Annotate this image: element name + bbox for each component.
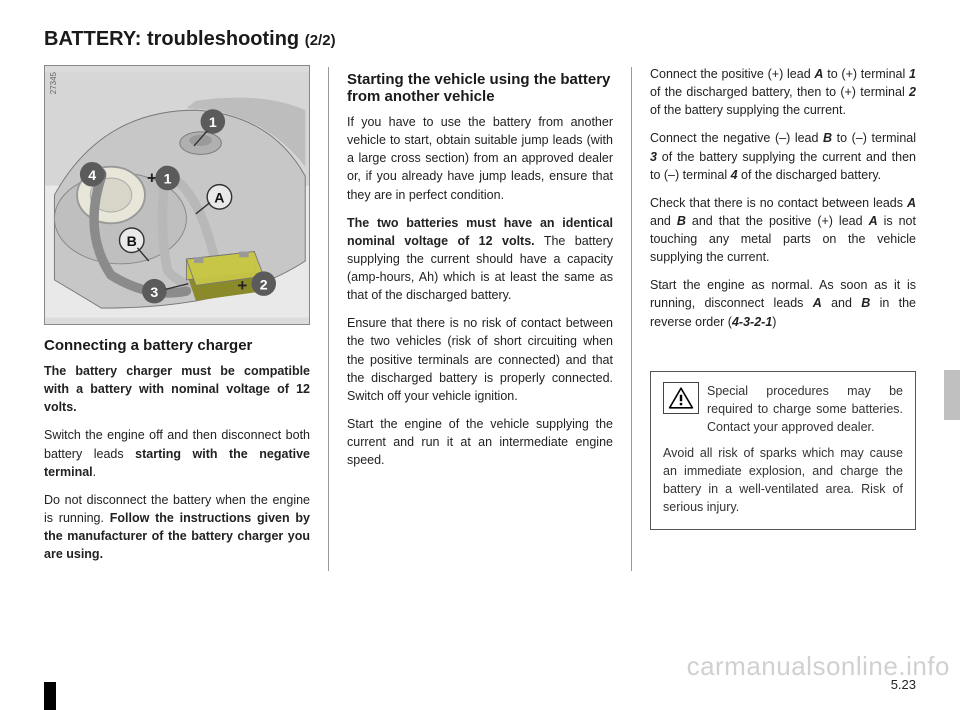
svg-text:2: 2 (260, 276, 268, 292)
col1-heading: Connecting a battery charger (44, 337, 310, 354)
column-1: 27345 (44, 65, 310, 573)
diagram-svg: + + 1 4 1 A B 3 2 (45, 66, 309, 324)
col3-p2: Connect the negative (–) lead B to (–) t… (650, 129, 916, 183)
svg-text:B: B (127, 233, 137, 249)
col1-p3: Do not disconnect the battery when the e… (44, 491, 310, 564)
callout-p1: Special procedures may be required to ch… (707, 382, 903, 436)
warning-callout: Special procedures may be required to ch… (650, 371, 916, 530)
col2-p1: If you have to use the battery from anot… (347, 113, 613, 204)
col2-p2: The two batteries must have an identical… (347, 214, 613, 305)
col3-p1: Connect the positive (+) lead A to (+) t… (650, 65, 916, 119)
page-number: 5.23 (891, 677, 916, 692)
column-separator-1 (328, 67, 329, 571)
svg-text:1: 1 (209, 114, 217, 130)
col2-p4: Start the engine of the vehicle supplyin… (347, 415, 613, 469)
column-separator-2 (631, 67, 632, 571)
svg-text:1: 1 (164, 171, 172, 187)
title-sub: (2/2) (305, 32, 336, 49)
title-main: BATTERY: troubleshooting (44, 28, 299, 50)
warning-icon (663, 382, 699, 414)
col1-p1: The battery charger must be compatible w… (44, 362, 310, 416)
column-3: Connect the positive (+) lead A to (+) t… (650, 65, 916, 573)
svg-text:4: 4 (88, 167, 96, 183)
svg-text:3: 3 (150, 284, 158, 300)
battery-diagram: 27345 (44, 65, 310, 325)
side-tab (944, 370, 960, 420)
col3-p3: Check that there is no contact between l… (650, 194, 916, 267)
svg-text:A: A (214, 190, 224, 206)
callout-head: Special procedures may be required to ch… (663, 382, 903, 436)
col2-p3: Ensure that there is no risk of contact … (347, 314, 613, 405)
photo-id: 27345 (49, 72, 58, 94)
callout-p2: Avoid all risk of sparks which may cause… (663, 444, 903, 517)
footer-tab (44, 682, 56, 710)
col2-heading: Starting the vehicle using the battery f… (347, 71, 613, 105)
page-title: BATTERY: troubleshooting (2/2) (44, 28, 916, 51)
column-2: Starting the vehicle using the battery f… (347, 65, 613, 573)
col3-p4: Start the engine as normal. As soon as i… (650, 276, 916, 330)
col1-p2: Switch the engine off and then disconnec… (44, 426, 310, 480)
svg-text:+: + (237, 276, 247, 295)
content-columns: 27345 (44, 65, 916, 573)
manual-page: BATTERY: troubleshooting (2/2) 27345 (0, 0, 960, 710)
